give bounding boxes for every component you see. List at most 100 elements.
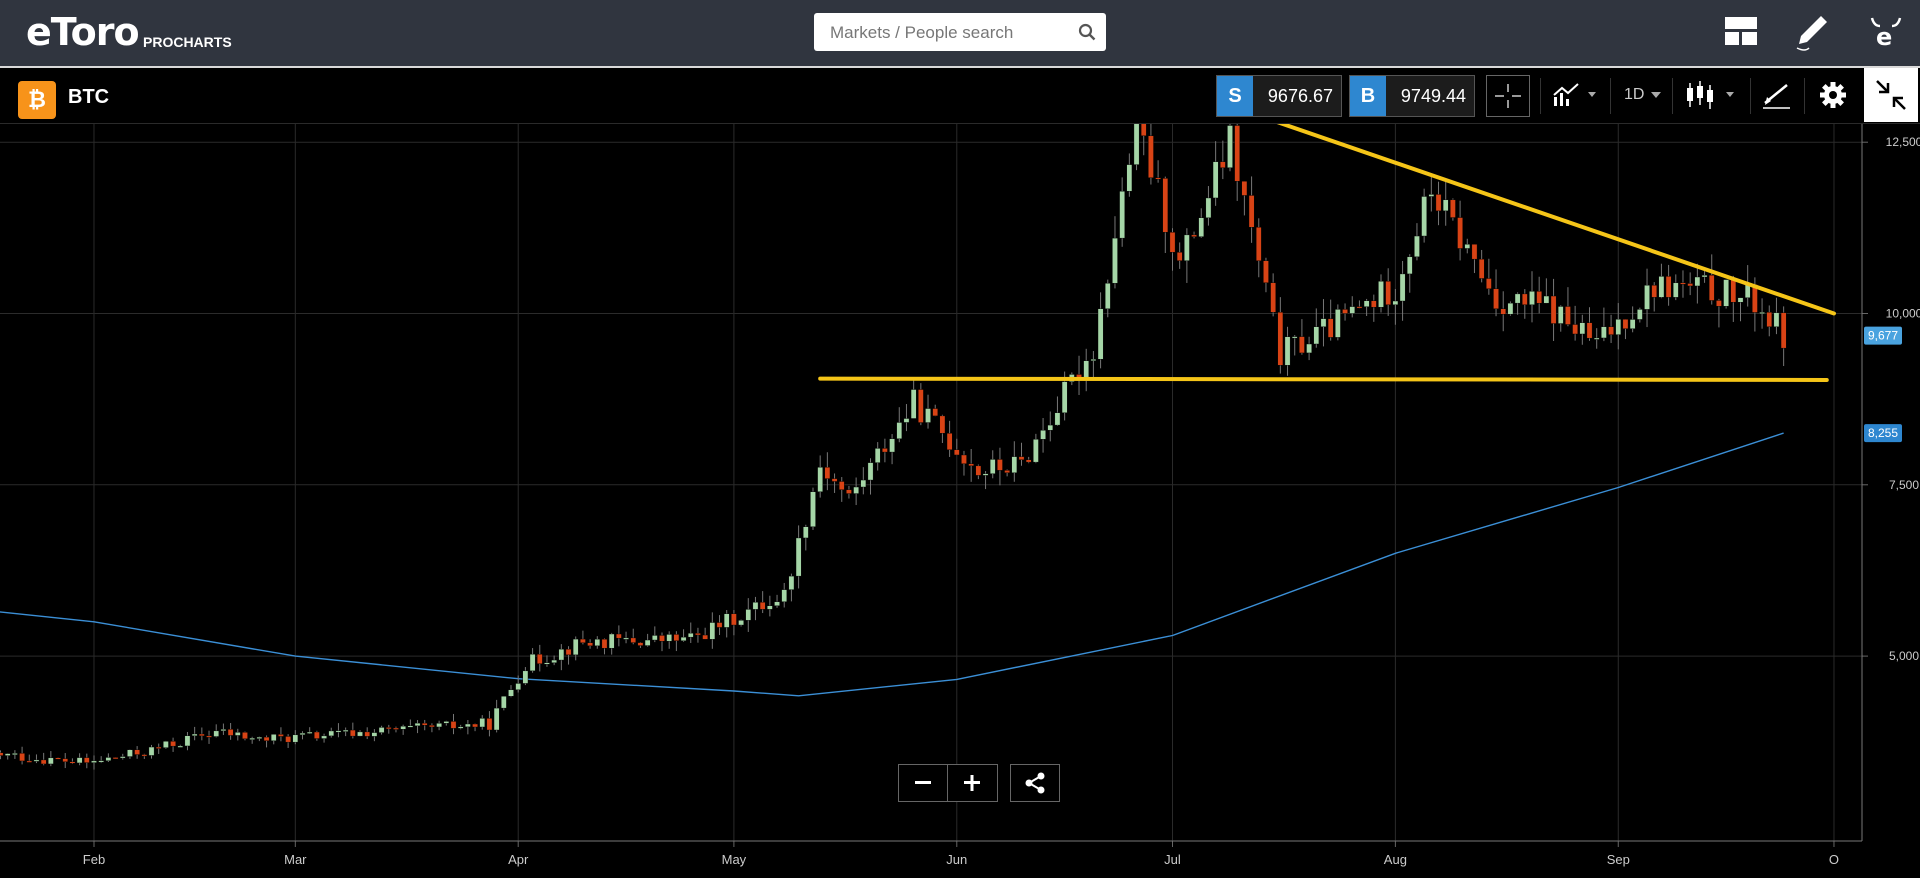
candle-up[interactable] <box>1047 424 1054 431</box>
candle-down[interactable] <box>1493 288 1499 310</box>
candle-up[interactable] <box>867 462 874 481</box>
candle-up[interactable] <box>1184 234 1190 261</box>
candle-down[interactable] <box>961 454 967 464</box>
candle-down[interactable] <box>1176 252 1183 261</box>
candle-down[interactable] <box>278 734 284 737</box>
candle-up[interactable] <box>163 741 169 748</box>
candle-up[interactable] <box>1349 306 1356 314</box>
candle-down[interactable] <box>939 415 946 434</box>
candle-up[interactable] <box>982 473 989 476</box>
candle-up[interactable] <box>479 718 486 728</box>
candle-down[interactable] <box>1651 285 1658 298</box>
candle-up[interactable] <box>551 659 557 663</box>
candle-down[interactable] <box>385 727 392 730</box>
candle-up[interactable] <box>745 609 752 621</box>
timeframe-dropdown[interactable]: 1D <box>1618 75 1664 115</box>
candle-up[interactable] <box>752 602 759 610</box>
sell-price-button[interactable]: S 9676.67 <box>1216 75 1342 117</box>
candle-down[interactable] <box>759 602 766 610</box>
candle-up[interactable] <box>1406 256 1413 275</box>
candle-up[interactable] <box>1040 430 1046 440</box>
candle-up[interactable] <box>1644 285 1650 310</box>
candle-down[interactable] <box>1191 234 1197 237</box>
candle-up[interactable] <box>1701 275 1708 278</box>
candle-up[interactable] <box>515 683 521 690</box>
candle-down[interactable] <box>673 634 680 641</box>
candle-up[interactable] <box>443 721 450 724</box>
candle-down[interactable] <box>1342 309 1348 314</box>
price-chart[interactable]: 12,500 10,000 7,500 5,000 Feb Mar Apr May Jun Jul… <box>0 71 1920 873</box>
candle-down[interactable] <box>1500 308 1507 315</box>
candle-down[interactable] <box>1155 177 1161 180</box>
candle-up[interactable] <box>493 707 500 731</box>
candle-up[interactable] <box>12 753 18 756</box>
candle-up[interactable] <box>1205 197 1212 218</box>
candle-down[interactable] <box>1248 195 1255 228</box>
candle-down[interactable] <box>1162 178 1169 233</box>
candle-down[interactable] <box>1255 227 1262 261</box>
candle-up[interactable] <box>508 689 514 697</box>
candle-up[interactable] <box>48 757 54 765</box>
buy-price-button[interactable]: B 9749.44 <box>1349 75 1475 117</box>
candle-up[interactable] <box>1119 191 1125 239</box>
candle-down[interactable] <box>1371 300 1377 308</box>
etoro-profile-icon[interactable]: e <box>1868 12 1904 57</box>
candle-up[interactable] <box>522 670 529 684</box>
candle-down[interactable] <box>702 634 708 640</box>
candle-up[interactable] <box>889 438 895 453</box>
share-button[interactable] <box>1010 764 1060 802</box>
candle-down[interactable] <box>716 622 723 628</box>
candle-down[interactable] <box>882 448 888 453</box>
candle-up[interactable] <box>810 491 816 527</box>
candle-down[interactable] <box>450 721 457 729</box>
candle-down[interactable] <box>62 758 69 763</box>
candle-down[interactable] <box>350 729 356 737</box>
candle-up[interactable] <box>414 722 421 727</box>
candle-up[interactable] <box>328 730 335 737</box>
chart-type-dropdown[interactable] <box>1682 75 1742 115</box>
candle-down[interactable] <box>1299 336 1305 354</box>
candle-up[interactable] <box>249 737 255 740</box>
candle-down[interactable] <box>1169 232 1176 253</box>
candle-up[interactable] <box>1737 297 1744 303</box>
candle-down[interactable] <box>824 467 831 479</box>
candle-down[interactable] <box>968 463 974 467</box>
candle-down[interactable] <box>170 741 176 747</box>
candle-up[interactable] <box>1363 300 1370 307</box>
candle-up[interactable] <box>465 723 471 728</box>
candle-up[interactable] <box>1011 456 1018 473</box>
candle-up[interactable] <box>1090 358 1097 361</box>
candle-down[interactable] <box>536 653 543 664</box>
candle-up[interactable] <box>687 632 694 638</box>
candle-down[interactable] <box>637 642 644 646</box>
candle-up[interactable] <box>774 601 780 606</box>
candle-down[interactable] <box>975 465 982 476</box>
candle-down[interactable] <box>472 723 478 728</box>
candle-up[interactable] <box>1507 302 1514 315</box>
candle-up[interactable] <box>781 589 788 602</box>
candle-up[interactable] <box>306 731 313 734</box>
exit-fullscreen-button[interactable] <box>1864 68 1918 122</box>
candle-up[interactable] <box>817 467 823 492</box>
zoom-out-button[interactable] <box>899 765 948 801</box>
candle-up[interactable] <box>1414 235 1420 258</box>
candle-up[interactable] <box>709 622 716 640</box>
candle-up[interactable] <box>738 620 744 626</box>
candle-up[interactable] <box>1378 281 1384 308</box>
candle-down[interactable] <box>946 433 953 450</box>
candle-up[interactable] <box>623 637 629 640</box>
candle-up[interactable] <box>1054 412 1061 426</box>
support-trendline[interactable] <box>818 376 1829 382</box>
candle-down[interactable] <box>486 718 493 731</box>
candle-up[interactable] <box>1335 309 1341 338</box>
candle-up[interactable] <box>270 734 277 741</box>
candle-up[interactable] <box>184 735 191 747</box>
candle-down[interactable] <box>1004 470 1010 473</box>
candle-up[interactable] <box>910 389 917 419</box>
candle-down[interactable] <box>846 489 852 494</box>
drawing-tools-button[interactable] <box>1757 75 1797 115</box>
candle-up[interactable] <box>501 696 507 709</box>
candle-down[interactable] <box>932 408 939 417</box>
chart-canvas[interactable]: 12,500 10,000 7,500 5,000 Feb Mar Apr May Jun Jul… <box>0 71 1920 873</box>
candle-down[interactable] <box>1471 244 1478 260</box>
